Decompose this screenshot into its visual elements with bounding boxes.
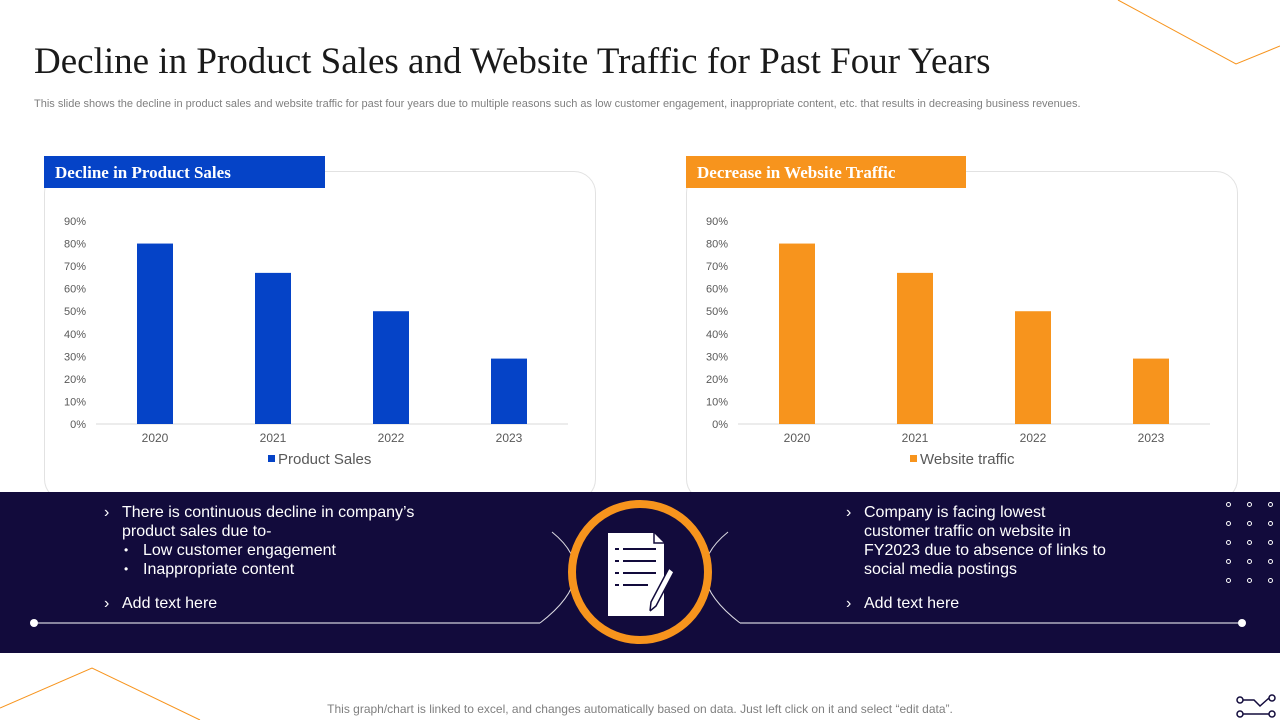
y-tick-label: 80%: [64, 239, 86, 251]
circuit-icon: [1236, 694, 1276, 718]
y-tick-label: 50%: [706, 306, 728, 318]
decor-dot: [1247, 521, 1252, 526]
y-tick-label: 60%: [64, 284, 86, 296]
y-tick-label: 10%: [64, 396, 86, 408]
product-sales-header: Decline in Product Sales: [44, 156, 325, 188]
right-bullet-1: › Company is facing lowest customer traf…: [846, 504, 1106, 578]
left-bullet-2: › Add text here: [104, 595, 218, 612]
decor-bottom-left-lines: [0, 667, 201, 720]
product-sales-chart[interactable]: 0% 10% 20% 30% 40% 50% 60% 70% 80% 90% 2020 2021 202…: [44, 200, 596, 480]
decor-dot: [1268, 540, 1273, 545]
bar-2020[interactable]: [779, 243, 815, 424]
bar-2022[interactable]: [1015, 311, 1051, 424]
left-bullet-1-line-1: There is continuous decline in company’s: [122, 504, 415, 521]
y-tick-label: 10%: [706, 396, 728, 408]
website-traffic-chart[interactable]: 0% 10% 20% 30% 40% 50% 60% 70% 80% 90% 2020 2021 202…: [686, 200, 1238, 480]
bullet-dot-icon: •: [124, 562, 129, 576]
right-bullet-list: › Company is facing lowest customer traf…: [846, 503, 1206, 613]
left-bullet-1-line-2: product sales due to-: [122, 523, 272, 540]
x-tick-label: 2022: [1020, 431, 1047, 445]
decor-dot: [1226, 578, 1231, 583]
x-tick-label: 2021: [260, 431, 287, 445]
bar-2022[interactable]: [373, 311, 409, 424]
left-sub-bullet-2: • Inappropriate content: [124, 561, 295, 578]
right-bullet-2: › Add text here: [846, 595, 960, 612]
bar-2021[interactable]: [255, 272, 291, 424]
bar-2020[interactable]: [137, 243, 173, 424]
product-sales-card: [44, 171, 596, 501]
y-tick-label: 40%: [706, 329, 728, 341]
x-tick-label: 2023: [496, 431, 523, 445]
left-sub-bullet-1: • Low customer engagement: [124, 542, 336, 559]
decor-dot: [1247, 578, 1252, 583]
chevron-right-icon: ›: [104, 595, 110, 612]
y-tick-label: 20%: [706, 374, 728, 386]
y-tick-label: 20%: [64, 374, 86, 386]
page-title: Decline in Product Sales and Website Tra…: [34, 41, 991, 82]
decor-dot: [1247, 502, 1252, 507]
website-traffic-header: Decrease in Website Traffic: [686, 156, 966, 188]
decor-dot: [1268, 559, 1273, 564]
y-tick-label: 30%: [64, 351, 86, 363]
bullet-dot-icon: •: [124, 543, 129, 557]
document-pen-icon: [568, 500, 712, 644]
decor-dot: [1268, 521, 1273, 526]
legend-label: Product Sales: [278, 451, 371, 468]
chevron-right-icon: ›: [846, 504, 852, 521]
decor-top-right-lines: [1117, 0, 1280, 65]
legend-label: Website traffic: [920, 451, 1015, 468]
decor-dot-grid: [1222, 498, 1278, 588]
y-tick-label: 90%: [64, 216, 86, 228]
y-tick-label: 80%: [706, 239, 728, 251]
x-tick-label: 2020: [784, 431, 811, 445]
x-tick-label: 2020: [142, 431, 169, 445]
footer-note: This graph/chart is linked to excel, and…: [327, 702, 953, 716]
y-tick-label: 90%: [706, 216, 728, 228]
chevron-right-icon: ›: [846, 595, 852, 612]
legend-swatch: [268, 455, 275, 462]
x-tick-label: 2022: [378, 431, 405, 445]
y-tick-label: 0%: [712, 419, 728, 431]
y-tick-label: 60%: [706, 284, 728, 296]
legend-swatch: [910, 455, 917, 462]
y-tick-label: 50%: [64, 306, 86, 318]
decor-dot: [1247, 540, 1252, 545]
bar-2021[interactable]: [897, 272, 933, 424]
y-tick-label: 0%: [70, 419, 86, 431]
decor-dot: [1268, 578, 1273, 583]
decor-dot: [1247, 559, 1252, 564]
bar-2023[interactable]: [491, 358, 527, 424]
decor-dot: [1226, 540, 1231, 545]
decor-dot: [1268, 502, 1273, 507]
page-subtitle: This slide shows the decline in product …: [34, 98, 1081, 110]
left-bullet-1: › There is continuous decline in company…: [104, 503, 524, 541]
decor-dot: [1226, 502, 1231, 507]
left-bullet-list: › There is continuous decline in company…: [104, 503, 524, 613]
chevron-right-icon: ›: [104, 504, 110, 521]
x-tick-label: 2021: [902, 431, 929, 445]
decor-dot: [1226, 521, 1231, 526]
y-tick-label: 40%: [64, 329, 86, 341]
x-tick-label: 2023: [1138, 431, 1165, 445]
y-tick-label: 70%: [706, 261, 728, 273]
bar-2023[interactable]: [1133, 358, 1169, 424]
decor-dot: [1226, 559, 1231, 564]
y-tick-label: 70%: [64, 261, 86, 273]
y-tick-label: 30%: [706, 351, 728, 363]
